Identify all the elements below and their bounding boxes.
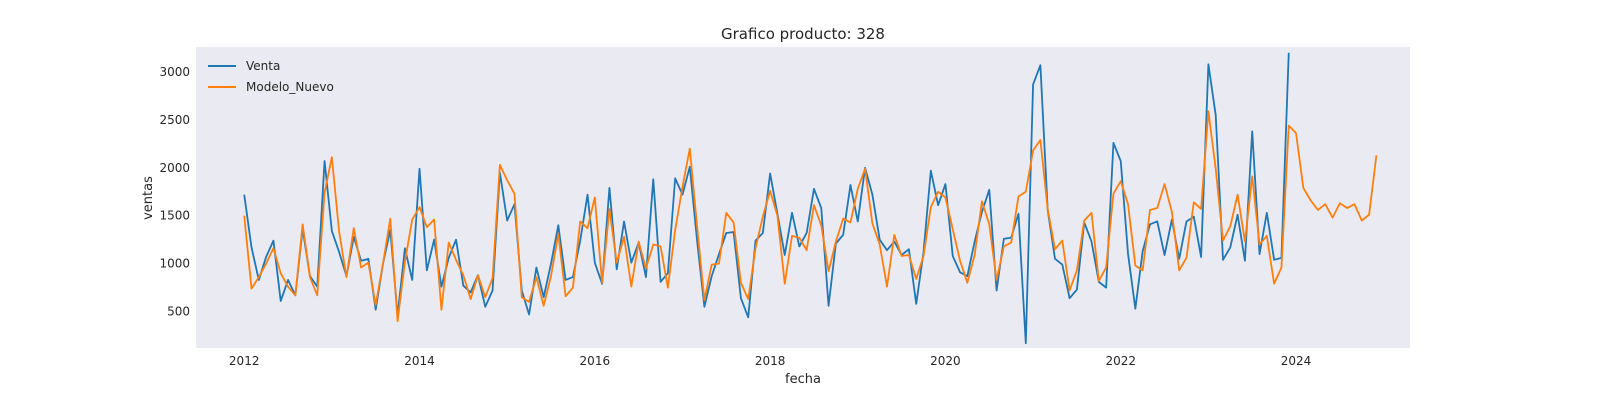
x-tick-label: 2024 <box>1281 354 1312 368</box>
y-tick-label: 1000 <box>159 257 190 271</box>
x-axis-label: fecha <box>785 372 821 387</box>
chart-title: Grafico producto: 328 <box>721 25 885 43</box>
y-tick-label: 1500 <box>159 209 190 223</box>
plot-area <box>196 47 1410 348</box>
legend: Venta Modelo_Nuevo <box>208 59 334 94</box>
x-tick-label: 2012 <box>229 354 260 368</box>
x-tick-label: 2014 <box>404 354 435 368</box>
y-tick-label: 3000 <box>159 65 190 79</box>
series-line-modelo-nuevo <box>243 110 1378 323</box>
legend-label: Modelo_Nuevo <box>246 80 334 94</box>
x-tick-label: 2016 <box>580 354 611 368</box>
y-tick-label: 500 <box>167 305 190 319</box>
y-axis-label: ventas <box>141 176 156 220</box>
y-axis-ticks: 500 1000 1500 2000 2500 3000 <box>159 65 190 319</box>
x-tick-label: 2022 <box>1105 354 1136 368</box>
y-tick-label: 2500 <box>159 113 190 127</box>
series-lines <box>243 52 1378 345</box>
x-tick-label: 2018 <box>755 354 786 368</box>
x-axis-ticks: 2012 2014 2016 2018 2020 2022 2024 <box>229 354 1311 368</box>
x-tick-label: 2020 <box>930 354 961 368</box>
legend-label: Venta <box>246 59 280 73</box>
y-tick-label: 2000 <box>159 161 190 175</box>
